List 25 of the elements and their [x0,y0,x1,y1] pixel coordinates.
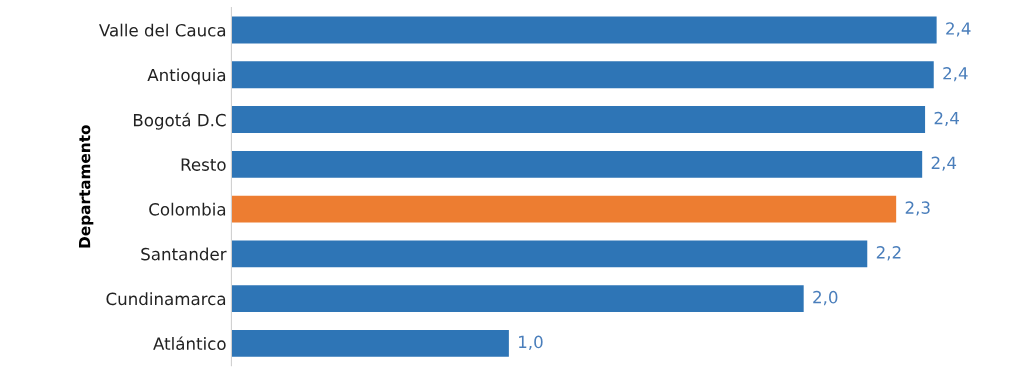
y-tick-label: Atlántico [153,336,226,350]
y-axis-title: Departamento [79,125,94,248]
bar [231,285,804,313]
data-label: 2,0 [813,290,838,306]
data-label: 2,4 [943,67,968,82]
bar [231,150,923,178]
y-tick-label: Resto [181,158,226,171]
y-tick-label: Cundinamarca [106,292,226,306]
bar [231,195,897,223]
y-tick-label: Colombia [149,202,226,216]
data-label: 1,0 [519,335,543,350]
bar [231,240,868,268]
data-label: 2,4 [931,156,957,171]
bar [231,106,926,133]
bar [231,61,934,89]
data-label: 2,4 [946,22,971,37]
data-label: 2,4 [934,111,959,127]
data-label: 2,2 [876,246,901,261]
bar [231,16,937,44]
y-tick-label: Santander [141,247,227,261]
y-tick-label: Valle del Cauca [99,23,226,37]
y-tick-label: Bogotá D.C [133,112,226,130]
y-tick-label: Antioquia [147,68,226,85]
bar [231,329,509,357]
data-label: 2,3 [905,201,930,216]
